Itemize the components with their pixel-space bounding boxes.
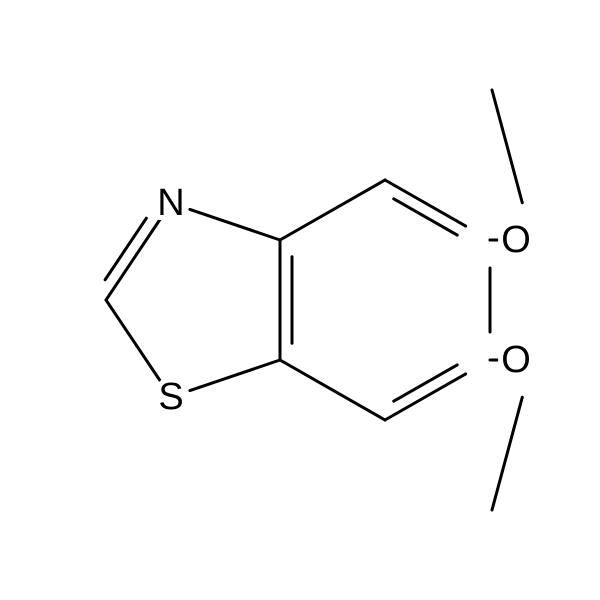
bond: [492, 397, 522, 510]
atom-label-S: S: [158, 376, 183, 418]
bond: [190, 209, 280, 240]
bond: [106, 220, 160, 300]
atom-label-O: O: [501, 219, 531, 261]
bond: [385, 374, 466, 420]
molecule-diagram: NNSSOOOO: [0, 0, 600, 600]
atom-label-N: N: [157, 182, 184, 224]
bond: [106, 300, 160, 380]
bond: [385, 180, 466, 226]
bond: [280, 360, 385, 420]
bond: [280, 180, 385, 240]
bond: [190, 360, 280, 391]
bond: [492, 90, 522, 203]
atom-label-O: O: [501, 339, 531, 381]
